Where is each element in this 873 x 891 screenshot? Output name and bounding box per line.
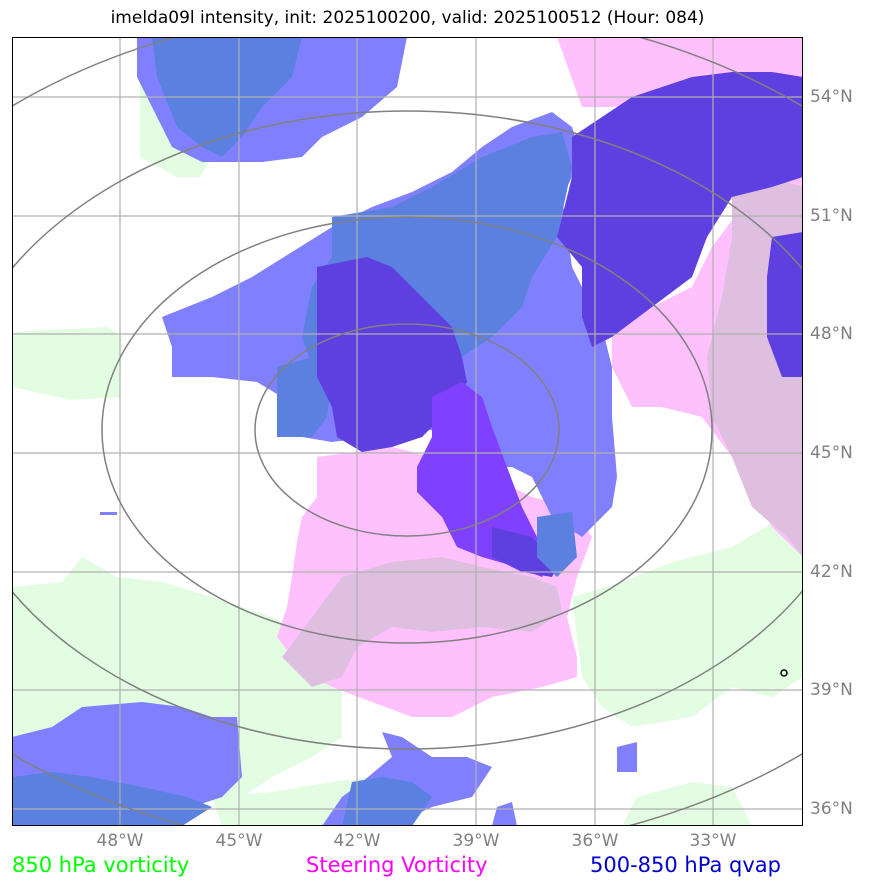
lat-tick-54n: 54°N xyxy=(810,87,853,107)
lon-tick-45w: 45°W xyxy=(215,831,263,851)
map-panel[interactable] xyxy=(12,37,803,826)
range-rings xyxy=(12,37,803,826)
lat-tick-51n: 51°N xyxy=(810,206,853,226)
map-title: imelda09l intensity, init: 2025100200, v… xyxy=(110,8,705,28)
qvap-layer xyxy=(12,37,803,826)
lon-tick-39w: 39°W xyxy=(452,831,500,851)
lat-tick-48n: 48°N xyxy=(810,324,853,344)
lon-tick-48w: 48°W xyxy=(96,831,144,851)
lon-tick-33w: 33°W xyxy=(689,831,737,851)
lon-tick-36w: 36°W xyxy=(571,831,619,851)
lat-tick-36n: 36°N xyxy=(810,799,853,819)
lat-tick-45n: 45°N xyxy=(810,443,853,463)
lat-tick-39n: 39°N xyxy=(810,680,853,700)
lon-tick-42w: 42°W xyxy=(333,831,381,851)
map-canvas xyxy=(12,37,803,826)
lat-lon-grid xyxy=(12,37,803,826)
legend-850-vorticity: 850 hPa vorticity xyxy=(12,853,190,877)
legend-qvap: 500-850 hPa qvap xyxy=(590,853,781,877)
lat-tick-42n: 42°N xyxy=(810,562,853,582)
storm-center-marker xyxy=(780,669,788,677)
legend-steering-vorticity: Steering Vorticity xyxy=(306,853,488,877)
